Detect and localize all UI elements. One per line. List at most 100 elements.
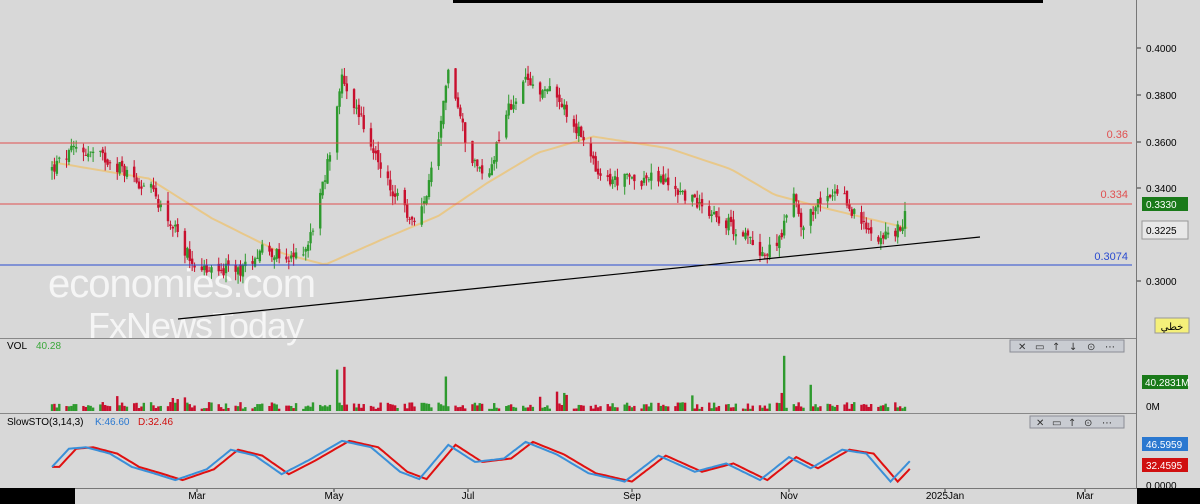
candle-body [357, 104, 361, 118]
candle-body [633, 174, 636, 182]
volume-bar [693, 408, 696, 411]
menu-icon[interactable]: ⋯ [1102, 418, 1112, 429]
volume-bar [447, 406, 450, 411]
settings-icon[interactable]: ⊙ [1087, 342, 1095, 353]
candle-body [611, 179, 614, 185]
support-trendline[interactable] [177, 236, 981, 320]
candle-body [65, 158, 68, 160]
price-tick-03000: 0.3000 [1146, 277, 1177, 288]
candle-body [896, 224, 899, 238]
stochastic-panel[interactable]: SlowSTO(3,14,3) K:46.60 D:32.46 46.5959 … [7, 417, 1188, 492]
window-icon[interactable]: ▭ [1052, 418, 1061, 429]
candle-body [203, 265, 206, 271]
volume-bar [691, 395, 694, 411]
volume-bar [340, 405, 344, 411]
volume-bar [396, 407, 399, 411]
stoch-label: SlowSTO(3,14,3) [7, 417, 84, 428]
candle-body [157, 199, 160, 208]
volume-bar [488, 408, 491, 411]
candle-body [87, 153, 90, 157]
volume-bar [439, 404, 443, 411]
candle-body [531, 84, 535, 86]
volume-bar [814, 404, 817, 411]
tool-label-box[interactable]: خطي [1154, 317, 1190, 334]
candle-body [710, 214, 713, 216]
down-arrow-icon[interactable]: ↓ [1069, 342, 1077, 353]
stoch-panel-toolbar[interactable]: ✕ ▭ ↑ ⊙ ⋯ [1029, 415, 1125, 429]
close-icon[interactable]: ✕ [1036, 418, 1044, 429]
volume-bar [833, 406, 837, 411]
candle-body [302, 254, 305, 256]
stoch-axis-zero: 0.0000 [1146, 481, 1177, 492]
volume-bar [425, 403, 428, 411]
volume-bar [154, 407, 158, 411]
volume-bar [775, 402, 779, 411]
volume-bar [72, 404, 75, 411]
candle-body [123, 165, 126, 176]
menu-icon[interactable]: ⋯ [1105, 342, 1115, 353]
tool-label-bg[interactable] [1154, 317, 1190, 334]
price-tick-04000: 0.4000 [1146, 44, 1177, 55]
ma-value-bg [1141, 220, 1189, 240]
volume-bar [657, 402, 660, 411]
watermark-line2: FxNewsToday [88, 305, 304, 346]
candle-body [234, 264, 237, 272]
volume-bar [277, 408, 281, 411]
candle-body [253, 258, 257, 267]
volume-bar [357, 403, 361, 411]
volume-bar [647, 406, 651, 411]
volume-bar [480, 403, 484, 411]
volume-bar [306, 405, 310, 411]
volume-bar [461, 405, 464, 411]
up-arrow-icon[interactable]: ↑ [1052, 342, 1060, 353]
volume-bar [217, 404, 220, 411]
volume-bar [778, 403, 781, 411]
volume-bar [816, 407, 820, 411]
volume-bar [413, 406, 416, 411]
volume-bar [683, 402, 687, 411]
candle-body [848, 203, 851, 209]
volume-axis-value: 40.2831M [1145, 378, 1189, 389]
candle-body [811, 211, 815, 215]
volume-bar [882, 405, 885, 411]
candle-body [422, 201, 426, 205]
candle-body [560, 103, 564, 107]
watermark-line1: economies.com [48, 262, 315, 306]
candle-body [176, 224, 179, 232]
candle-body [154, 187, 158, 197]
candle-body [321, 181, 324, 196]
volume-bar [724, 404, 728, 411]
volume-bar [152, 405, 155, 411]
volume-bar [507, 405, 510, 411]
candle-body [410, 216, 414, 220]
volume-bar [258, 404, 262, 411]
candle-body [306, 244, 310, 251]
volume-bar [546, 405, 549, 411]
candle-body [563, 104, 566, 110]
volume-bar [850, 403, 854, 411]
candle-body [480, 165, 484, 174]
volume-bar [377, 407, 380, 411]
candle-body [152, 185, 155, 190]
volume-panel-toolbar[interactable]: ✕ ▭ ↑ ↓ ⊙ ⋯ [1009, 339, 1125, 353]
settings-icon[interactable]: ⊙ [1084, 418, 1092, 429]
price-panel[interactable] [50, 65, 908, 284]
price-tick-03800: 0.3800 [1146, 91, 1177, 102]
volume-bar [853, 402, 856, 411]
window-icon[interactable]: ▭ [1035, 342, 1044, 353]
volume-panel[interactable]: VOL 40.28 40.2831M 0M [7, 341, 1189, 413]
time-label-mar-2025: Mar [1076, 491, 1094, 502]
volume-bar [186, 402, 189, 411]
volume-bar [270, 402, 274, 411]
candle-body [768, 244, 771, 258]
candle-body [606, 175, 609, 177]
time-label-jul: Jul [462, 491, 475, 502]
volume-bar [355, 407, 358, 411]
price-tick-03600: 0.3600 [1146, 138, 1177, 149]
candle-body [258, 250, 262, 262]
volume-bar [379, 402, 382, 411]
close-icon[interactable]: ✕ [1018, 342, 1026, 353]
up-arrow-icon[interactable]: ↑ [1068, 418, 1076, 429]
candle-body [589, 143, 593, 157]
volume-bar [410, 402, 414, 411]
